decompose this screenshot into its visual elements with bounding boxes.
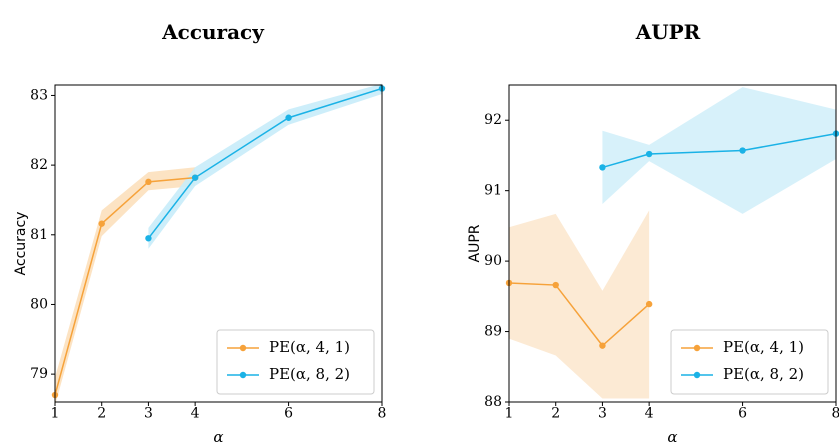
x-tick-label: 1 <box>51 406 60 422</box>
series-line-2 <box>147 87 383 239</box>
data-point <box>145 178 152 186</box>
data-point <box>98 220 105 227</box>
legend: PE(α, 4, 1) PE(α, 8, 2) <box>670 329 829 395</box>
x-tick-label: 2 <box>551 406 560 422</box>
confidence-band-series-2 <box>602 87 836 214</box>
confidence-band-series-1 <box>55 167 196 406</box>
y-tick-label: 81 <box>30 227 48 243</box>
data-point <box>739 147 746 154</box>
legend-label: PE(α, 8, 2) <box>723 365 804 383</box>
chart-title: AUPR <box>635 20 701 44</box>
legend-label: PE(α, 4, 1) <box>269 338 350 356</box>
x-tick-label: 1 <box>505 406 514 422</box>
x-tick-label: 6 <box>738 406 747 422</box>
confidence-band-series-2 <box>148 83 382 249</box>
legend-label: PE(α, 4, 1) <box>723 338 804 356</box>
x-tick-label: 2 <box>97 406 106 422</box>
legend: PE(α, 4, 1) PE(α, 8, 2) <box>216 329 375 395</box>
y-tick-label: 90 <box>484 253 502 269</box>
legend-box <box>670 329 829 395</box>
series-line-1 <box>54 176 196 396</box>
y-tick-label: 83 <box>30 87 48 103</box>
x-tick-label: 3 <box>144 406 153 422</box>
data-point <box>191 174 199 181</box>
data-point <box>145 235 152 242</box>
y-axis-label: Accuracy <box>13 212 29 276</box>
y-tick-label: 89 <box>484 324 502 340</box>
series-line-1 <box>508 282 650 347</box>
legend-label: PE(α, 8, 2) <box>269 365 350 383</box>
legend-marker <box>239 344 247 352</box>
x-tick-label: 4 <box>645 406 654 422</box>
confidence-band-series-1 <box>509 210 650 399</box>
y-tick-label: 88 <box>484 394 502 410</box>
axes-frame <box>54 84 383 403</box>
data-point <box>645 150 653 158</box>
x-tick-label: 6 <box>284 406 293 422</box>
chart-panel-1: Accuracy 1 2 3 4 6 8 79 80 81 82 83 α Accuracy PE(α, 4… <box>13 20 386 444</box>
legend-marker <box>693 344 701 352</box>
chart-title: Accuracy <box>161 20 265 44</box>
data-point <box>285 114 292 121</box>
data-point <box>645 300 653 308</box>
x-axis-label: α <box>667 428 677 444</box>
legend-box <box>216 329 375 395</box>
y-tick-label: 82 <box>30 157 48 173</box>
x-tick-label: 4 <box>191 406 200 422</box>
x-axis-label: α <box>213 428 223 444</box>
y-tick-label: 92 <box>484 112 502 128</box>
legend-marker <box>239 371 247 379</box>
x-tick-label: 8 <box>378 406 387 422</box>
x-tick-label: 3 <box>598 406 607 422</box>
data-point <box>599 342 606 349</box>
x-tick-label: 8 <box>832 406 839 422</box>
data-point <box>599 164 606 171</box>
y-tick-label: 80 <box>30 296 48 312</box>
axes-frame <box>508 84 837 403</box>
y-tick-label: 91 <box>484 183 502 199</box>
legend-marker <box>693 371 701 379</box>
series-line-2 <box>602 132 837 169</box>
data-point <box>552 281 559 289</box>
y-axis-label: AUPR <box>467 224 483 262</box>
y-tick-label: 79 <box>30 366 48 382</box>
